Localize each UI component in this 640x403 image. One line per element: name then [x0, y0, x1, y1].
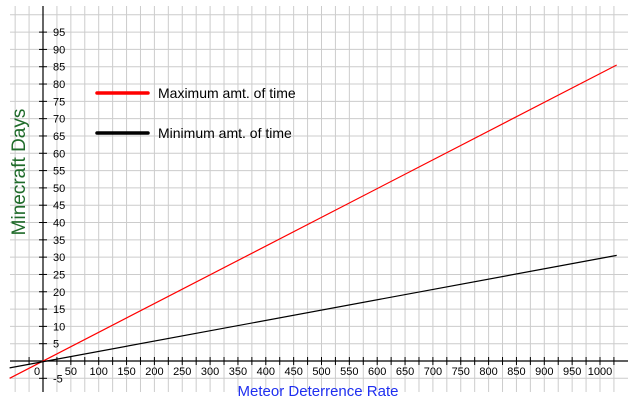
- y-tick-label: 90: [53, 44, 65, 56]
- y-axis-label: Minecraft Days: [9, 109, 30, 236]
- x-tick-label: 300: [201, 366, 219, 378]
- y-tick-label: 20: [53, 287, 65, 299]
- x-tick-label: 500: [312, 366, 330, 378]
- x-tick-label: 1000: [588, 366, 612, 378]
- y-tick-label: 70: [53, 114, 65, 126]
- x-tick-label: 100: [90, 366, 108, 378]
- y-tick-label: 80: [53, 79, 65, 91]
- x-tick-label: 700: [424, 366, 442, 378]
- legend-label-maximum: Maximum amt. of time: [158, 85, 296, 101]
- y-tick-label: 40: [53, 218, 65, 230]
- x-tick-label: 200: [145, 366, 163, 378]
- y-tick-label: 45: [53, 200, 65, 212]
- x-tick-label: 350: [229, 366, 247, 378]
- y-tick-label: 85: [53, 62, 65, 74]
- y-tick-label: 65: [53, 131, 65, 143]
- tick-marks: [28, 31, 615, 379]
- legend-label-minimum: Minimum amt. of time: [158, 125, 292, 141]
- y-tick-label: 60: [53, 148, 65, 160]
- legend: Maximum amt. of time Minimum amt. of time: [95, 85, 296, 141]
- x-tick-label: 950: [563, 366, 581, 378]
- y-tick-label: -5: [53, 373, 63, 385]
- x-tick-label: 600: [368, 366, 386, 378]
- x-tick-label: 550: [340, 366, 358, 378]
- series-line-minimum: [9, 254, 617, 369]
- y-tick-label: 95: [53, 27, 65, 39]
- x-tick-label: 50: [65, 366, 77, 378]
- y-tick-label: 30: [53, 252, 65, 264]
- x-tick-label: 400: [257, 366, 275, 378]
- x-tick-label: 650: [396, 366, 414, 378]
- x-tick-label: 750: [452, 366, 470, 378]
- y-tick-label: 55: [53, 166, 65, 178]
- y-tick-label: 5: [53, 339, 59, 351]
- x-tick-label: 900: [535, 366, 553, 378]
- x-axis-label: Meteor Deterrence Rate: [238, 383, 399, 400]
- x-tick-label: 450: [284, 366, 302, 378]
- tick-labels: 50 100 150 200 250 300 350 400 450 500 550 600 650 70…: [34, 27, 612, 385]
- origin-label: 0: [34, 366, 40, 378]
- x-tick-label: 150: [117, 366, 135, 378]
- grid: [10, 6, 628, 392]
- x-tick-label: 850: [507, 366, 525, 378]
- y-tick-label: 25: [53, 269, 65, 281]
- series-line-maximum: [9, 64, 617, 379]
- y-tick-label: 50: [53, 183, 65, 195]
- axes: [10, 6, 628, 392]
- series-lines: [9, 64, 617, 379]
- y-tick-label: 15: [53, 304, 65, 316]
- y-tick-label: 35: [53, 235, 65, 247]
- y-tick-label: 75: [53, 96, 65, 108]
- y-tick-label: 10: [53, 321, 65, 333]
- x-tick-label: 250: [173, 366, 191, 378]
- x-tick-label: 800: [479, 366, 497, 378]
